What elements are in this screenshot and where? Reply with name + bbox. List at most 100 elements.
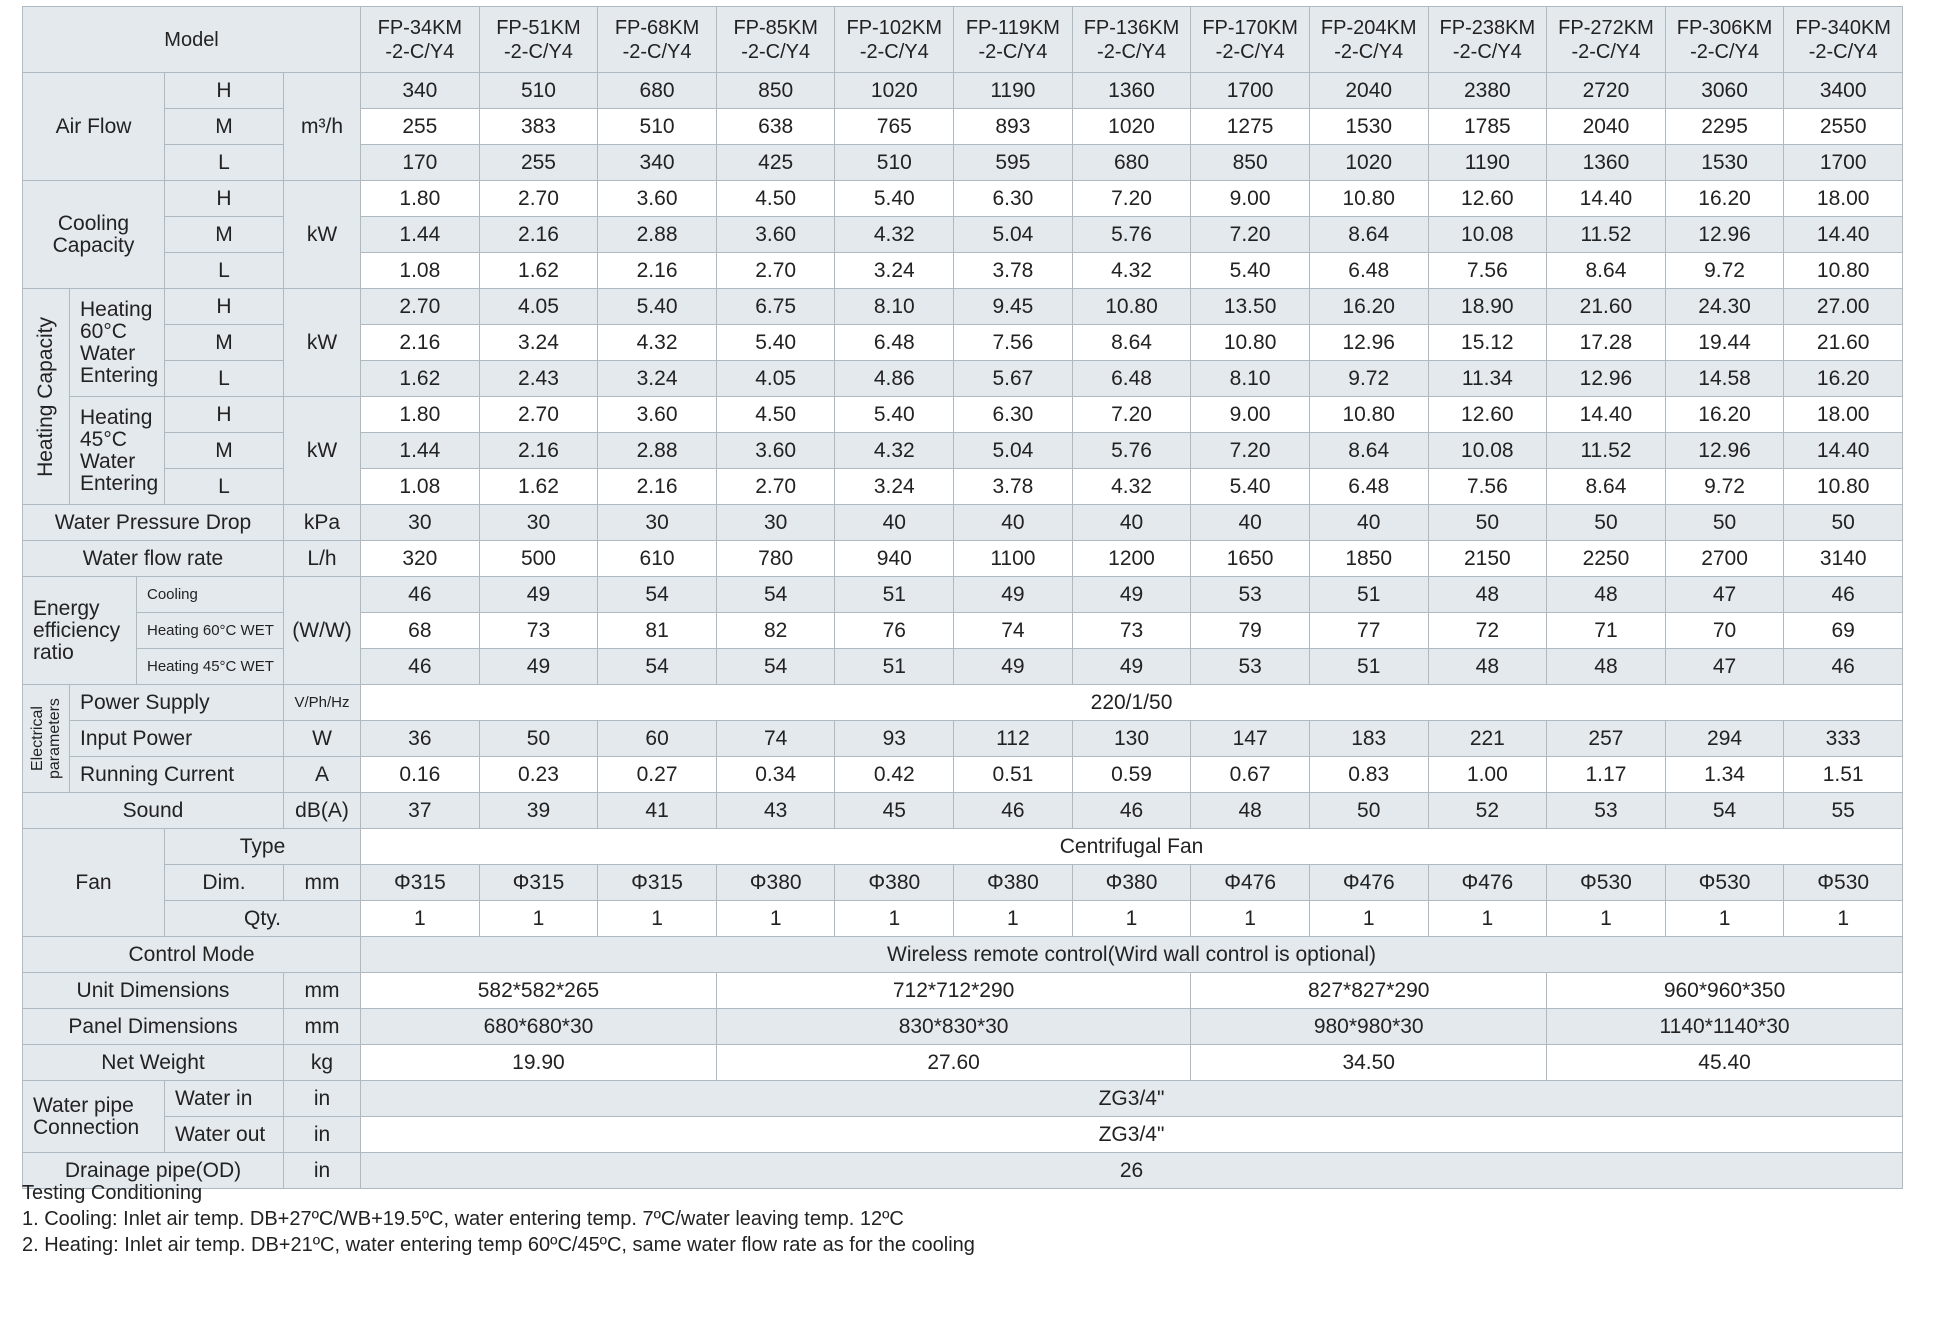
- value-cell: 54: [715, 576, 836, 613]
- value-cell: 7.20: [1071, 396, 1192, 433]
- value-cell: 221: [1427, 720, 1548, 757]
- value-cell: 3.78: [953, 252, 1073, 289]
- value-cell: 4.32: [597, 324, 717, 361]
- table-row: Net Weight kg 19.90 27.60 34.50 45.40: [22, 1044, 1903, 1081]
- value-cell: 4.32: [834, 216, 955, 253]
- table-row: M 1.44 2.16 2.88 3.60 4.32 5.04 5.76 7.20 8.64 10.…: [23, 432, 1903, 469]
- label-cell: Control Mode: [21, 936, 362, 973]
- label-cell: Heating 60°C Water Entering: [69, 288, 165, 397]
- model-name-line: -2-C/Y4: [1215, 40, 1285, 63]
- value-cell: 60: [597, 720, 717, 757]
- value-cell: 1700: [1783, 144, 1903, 181]
- label-cell: Input Power: [69, 720, 284, 757]
- model-name-line: -2-C/Y4: [1808, 40, 1878, 63]
- value-cell: 37: [360, 792, 480, 829]
- value-cell: 13.50: [1190, 288, 1310, 325]
- unit-cell: m³/h: [282, 72, 362, 181]
- value-cell: Wireless remote control(Wird wall contro…: [360, 936, 1903, 973]
- model-cell: FP-85KM -2-C/Y4: [715, 6, 836, 73]
- value-cell: 4.50: [715, 180, 836, 217]
- value-cell: 1: [715, 900, 836, 937]
- label-cell: H: [164, 396, 284, 433]
- value-cell: 0.27: [597, 756, 717, 793]
- value-cell: 1.08: [360, 252, 480, 289]
- model-name-line: FP-102KM: [846, 16, 943, 39]
- value-cell: 5.40: [1190, 252, 1310, 289]
- unit-cell: mm: [282, 972, 362, 1009]
- label-cell: L: [164, 252, 284, 289]
- value-cell: 3140: [1783, 540, 1903, 577]
- value-cell: 333: [1783, 720, 1903, 757]
- value-cell: 73: [1071, 612, 1192, 649]
- value-cell: 10.08: [1427, 216, 1548, 253]
- value-cell: 49: [953, 648, 1073, 685]
- value-cell: 82: [715, 612, 836, 649]
- unit-cell: in: [282, 1080, 362, 1117]
- model-cell: FP-170KM -2-C/Y4: [1190, 6, 1310, 73]
- value-cell: 765: [834, 108, 955, 145]
- value-cell: 46: [953, 792, 1073, 829]
- value-cell: 3.24: [597, 360, 717, 397]
- model-name-line: -2-C/Y4: [1452, 40, 1522, 63]
- value-cell: 320: [360, 540, 480, 577]
- table-row: Fan Type Centrifugal Fan: [22, 828, 1903, 937]
- value-cell: 5.04: [953, 432, 1073, 469]
- value-cell: 53: [1546, 792, 1666, 829]
- value-cell: 1020: [1308, 144, 1429, 181]
- value-cell: 1.34: [1664, 756, 1785, 793]
- value-cell: 712*712*290: [715, 972, 1192, 1009]
- value-cell: 6.48: [1308, 252, 1429, 289]
- value-cell: 7.56: [1427, 468, 1548, 505]
- value-cell: 27.60: [715, 1044, 1192, 1081]
- value-cell: 50: [1783, 504, 1903, 541]
- value-cell: 170: [360, 144, 480, 181]
- value-cell: 77: [1308, 612, 1429, 649]
- value-cell: 9.45: [953, 288, 1073, 325]
- value-cell: 1: [1664, 900, 1785, 937]
- value-cell: 68: [360, 612, 480, 649]
- value-cell: 10.80: [1783, 468, 1903, 505]
- value-cell: 5.40: [1190, 468, 1310, 505]
- value-cell: 49: [478, 648, 599, 685]
- model-name-line: FP-306KM: [1676, 16, 1773, 39]
- value-cell: Φ315: [478, 864, 599, 901]
- value-cell: 40: [1071, 504, 1192, 541]
- model-name-line: FP-272KM: [1558, 16, 1654, 39]
- table-row: Dim. mm Φ315 Φ315 Φ315 Φ380 Φ380 Φ380 Φ380 Φ476 Φ4…: [23, 864, 1903, 901]
- value-cell: 16.20: [1664, 180, 1785, 217]
- label-cell: Air Flow: [22, 72, 165, 181]
- value-cell: 940: [834, 540, 955, 577]
- value-cell: Φ476: [1190, 864, 1310, 901]
- table-row: Unit Dimensions mm 582*582*265 712*712*290 8…: [22, 972, 1903, 1009]
- value-cell: 54: [1664, 792, 1785, 829]
- value-cell: 76: [834, 612, 955, 649]
- label-cell: Net Weight: [22, 1044, 284, 1081]
- value-cell: 9.00: [1190, 396, 1310, 433]
- model-name-line: -2-C/Y4: [385, 40, 455, 63]
- value-cell: 8.64: [1546, 252, 1666, 289]
- value-cell: 5.40: [597, 288, 717, 325]
- value-cell: 1.62: [478, 252, 599, 289]
- header-cell: Model: [21, 6, 362, 73]
- value-cell: 0.34: [715, 756, 836, 793]
- value-cell: Φ530: [1783, 864, 1903, 901]
- value-cell: 47: [1664, 648, 1785, 685]
- label-cell: M: [164, 216, 284, 253]
- label-cell: Cooling Capacity: [22, 180, 165, 289]
- value-cell: 257: [1546, 720, 1666, 757]
- model-name-line: -2-C/Y4: [741, 40, 811, 63]
- table-row: Heating 60°C WET 68 73 81 82 76 74 73 79 77 72 71 70…: [23, 612, 1903, 649]
- table-row: L 1.08 1.62 2.16 2.70 3.24 3.78 4.32 5.40 6.48 7.5…: [23, 252, 1903, 289]
- value-cell: 10.08: [1427, 432, 1548, 469]
- value-cell: 30: [715, 504, 836, 541]
- value-cell: 9.72: [1664, 252, 1785, 289]
- value-cell: 40: [1308, 504, 1429, 541]
- value-cell: 1: [1071, 900, 1192, 937]
- value-cell: 10.80: [1308, 396, 1429, 433]
- value-cell: 40: [1190, 504, 1310, 541]
- value-cell: 21.60: [1546, 288, 1666, 325]
- value-cell: 680: [597, 72, 717, 109]
- value-cell: 0.23: [478, 756, 599, 793]
